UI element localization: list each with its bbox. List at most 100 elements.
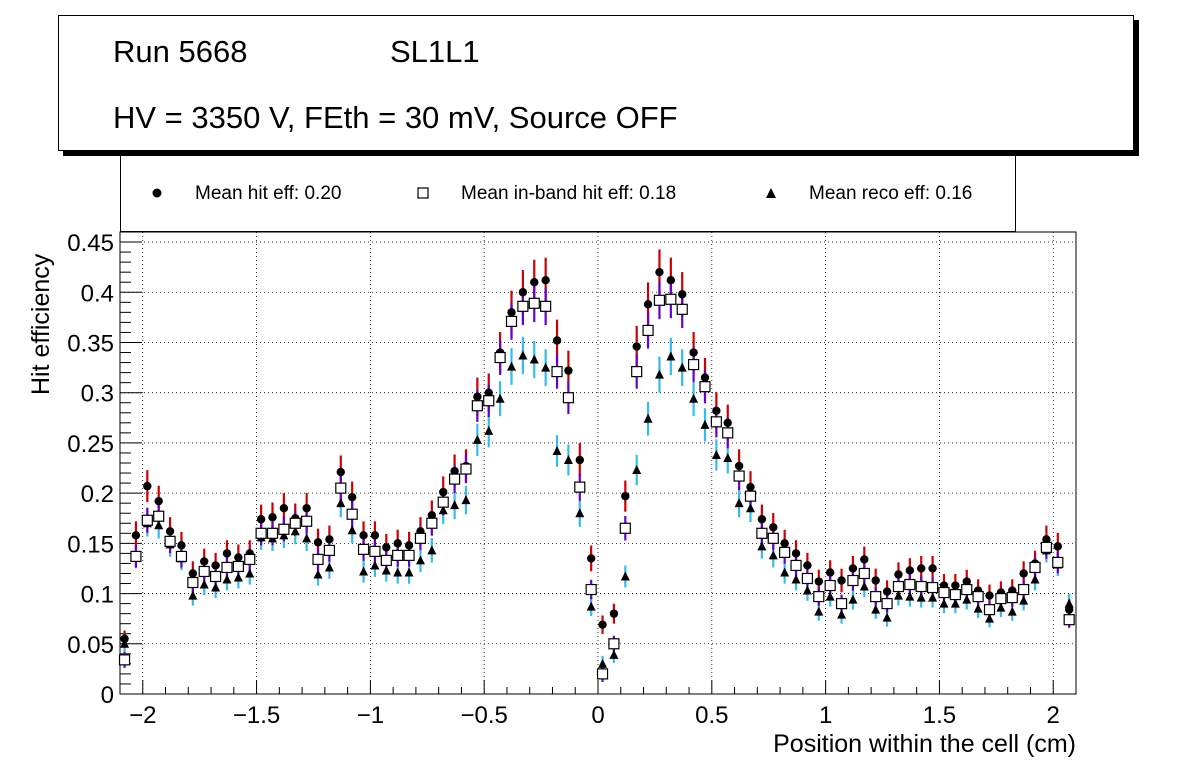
inband-eff-point	[813, 590, 825, 603]
reco-eff-point	[1064, 598, 1074, 608]
reco-eff-point	[1007, 606, 1017, 616]
y-tick-label: 0.25	[67, 431, 114, 458]
hit-eff-point	[541, 276, 550, 285]
hit-eff-point	[655, 267, 664, 277]
reco-eff-point	[802, 585, 812, 595]
conditions-label: HV = 3350 V, FEth = 30 mV, Source OFF	[113, 100, 678, 135]
reco-eff-point	[472, 434, 482, 444]
hit-eff-point	[188, 569, 198, 578]
legend-hit-marker-icon	[152, 188, 162, 198]
inband-eff-point	[619, 522, 631, 534]
reco-eff-point	[324, 562, 334, 572]
run-label: Run 5668	[113, 34, 248, 69]
hit-eff-point	[780, 539, 789, 548]
reco-eff-point	[905, 591, 915, 601]
reco-eff-point	[746, 503, 756, 513]
reco-eff-point	[552, 445, 562, 455]
inband-eff-point	[665, 293, 677, 305]
inband-eff-point	[1063, 614, 1075, 626]
hit-eff-point	[473, 392, 482, 401]
hit-eff-point	[894, 570, 903, 579]
hit-eff-point	[154, 496, 163, 506]
hit-eff-point	[382, 543, 391, 552]
x-tick-label: 1	[819, 702, 832, 729]
inband-eff-point	[562, 392, 575, 404]
hit-eff-point	[575, 455, 584, 465]
reco-eff-point	[689, 393, 699, 403]
inband-eff-point	[175, 550, 188, 563]
hit-eff-point	[871, 576, 880, 585]
x-axis-title: Position within the cell (cm)	[773, 730, 1076, 758]
reco-eff-point	[404, 567, 414, 577]
hit-eff-point	[586, 554, 596, 563]
hit-eff-point	[336, 467, 345, 477]
legend-inband-marker-icon	[417, 187, 429, 199]
inband-eff-point	[517, 300, 529, 312]
reco-eff-point	[518, 350, 528, 360]
reco-eff-point	[461, 495, 471, 505]
layer-label: SL1L1	[390, 34, 480, 69]
hit-eff-point	[791, 549, 801, 558]
x-tick-label: −1.5	[233, 702, 280, 729]
hit-eff-point	[621, 491, 630, 501]
hit-eff-point	[882, 587, 892, 596]
hit-eff-point	[347, 492, 357, 502]
inband-eff-point	[118, 654, 131, 666]
inband-eff-point	[164, 535, 176, 547]
hit-eff-point	[746, 482, 755, 492]
inband-eff-point	[972, 590, 984, 603]
inband-eff-point	[380, 554, 392, 567]
legend-reco-marker-icon	[766, 188, 776, 198]
reco-eff-point	[245, 568, 255, 578]
tick-layer: −2 −1.5 −1 −0.5 0 0.5 1 1.5 2 0 0.05 0.1 0.15 0.2 0.25…	[67, 230, 1077, 729]
inband-eff-point	[961, 583, 973, 596]
y-tick-label: 0.1	[81, 582, 114, 609]
reco-eff-point	[211, 582, 221, 592]
reco-eff-point	[1030, 574, 1040, 584]
reco-eff-point	[814, 606, 824, 616]
hit-eff-point	[1042, 535, 1051, 544]
reco-eff-point	[677, 362, 687, 372]
reco-eff-point	[768, 550, 778, 560]
inband-eff-point	[1029, 561, 1041, 574]
reco-eff-point	[848, 594, 858, 604]
inband-eff-point	[790, 559, 802, 572]
reco-eff-point	[188, 590, 198, 600]
reco-eff-point	[939, 598, 949, 608]
inband-eff-point	[312, 553, 324, 566]
hit-eff-point	[507, 308, 516, 317]
x-tick-label: −1	[357, 702, 384, 729]
inband-eff-point	[687, 358, 700, 371]
hit-eff-point	[1019, 569, 1028, 578]
inband-eff-point	[153, 510, 165, 522]
inband-eff-point	[596, 668, 609, 680]
hit-eff-point	[678, 290, 687, 299]
reco-eff-point	[620, 571, 630, 581]
reco-eff-point	[313, 569, 323, 579]
inband-eff-point	[733, 470, 745, 482]
hit-eff-point	[917, 564, 926, 573]
hit-eff-point	[814, 577, 823, 586]
reco-eff-point	[370, 560, 380, 570]
hit-eff-point	[256, 515, 266, 524]
hit-eff-point	[427, 511, 437, 520]
hit-eff-point	[712, 406, 721, 415]
inband-eff-point	[494, 351, 506, 364]
hit-eff-point	[564, 366, 573, 375]
hit-eff-point	[131, 531, 141, 540]
hit-eff-point	[177, 541, 186, 550]
inband-eff-point	[528, 297, 540, 309]
x-tick-label: 1.5	[923, 702, 956, 729]
y-tick-label: 0.45	[67, 230, 114, 257]
reco-eff-point	[393, 567, 403, 577]
legend-hit-label: Mean hit eff: 0.20	[195, 183, 342, 204]
x-tick-label: −0.5	[460, 702, 507, 729]
y-tick-label: 0.2	[81, 481, 114, 508]
inband-eff-point	[892, 580, 905, 593]
inband-eff-point	[198, 565, 210, 578]
inband-eff-point	[471, 400, 483, 412]
hit-eff-point	[404, 541, 414, 550]
hit-eff-point	[359, 531, 368, 540]
hit-eff-point	[234, 553, 243, 562]
reco-eff-point	[120, 638, 130, 648]
